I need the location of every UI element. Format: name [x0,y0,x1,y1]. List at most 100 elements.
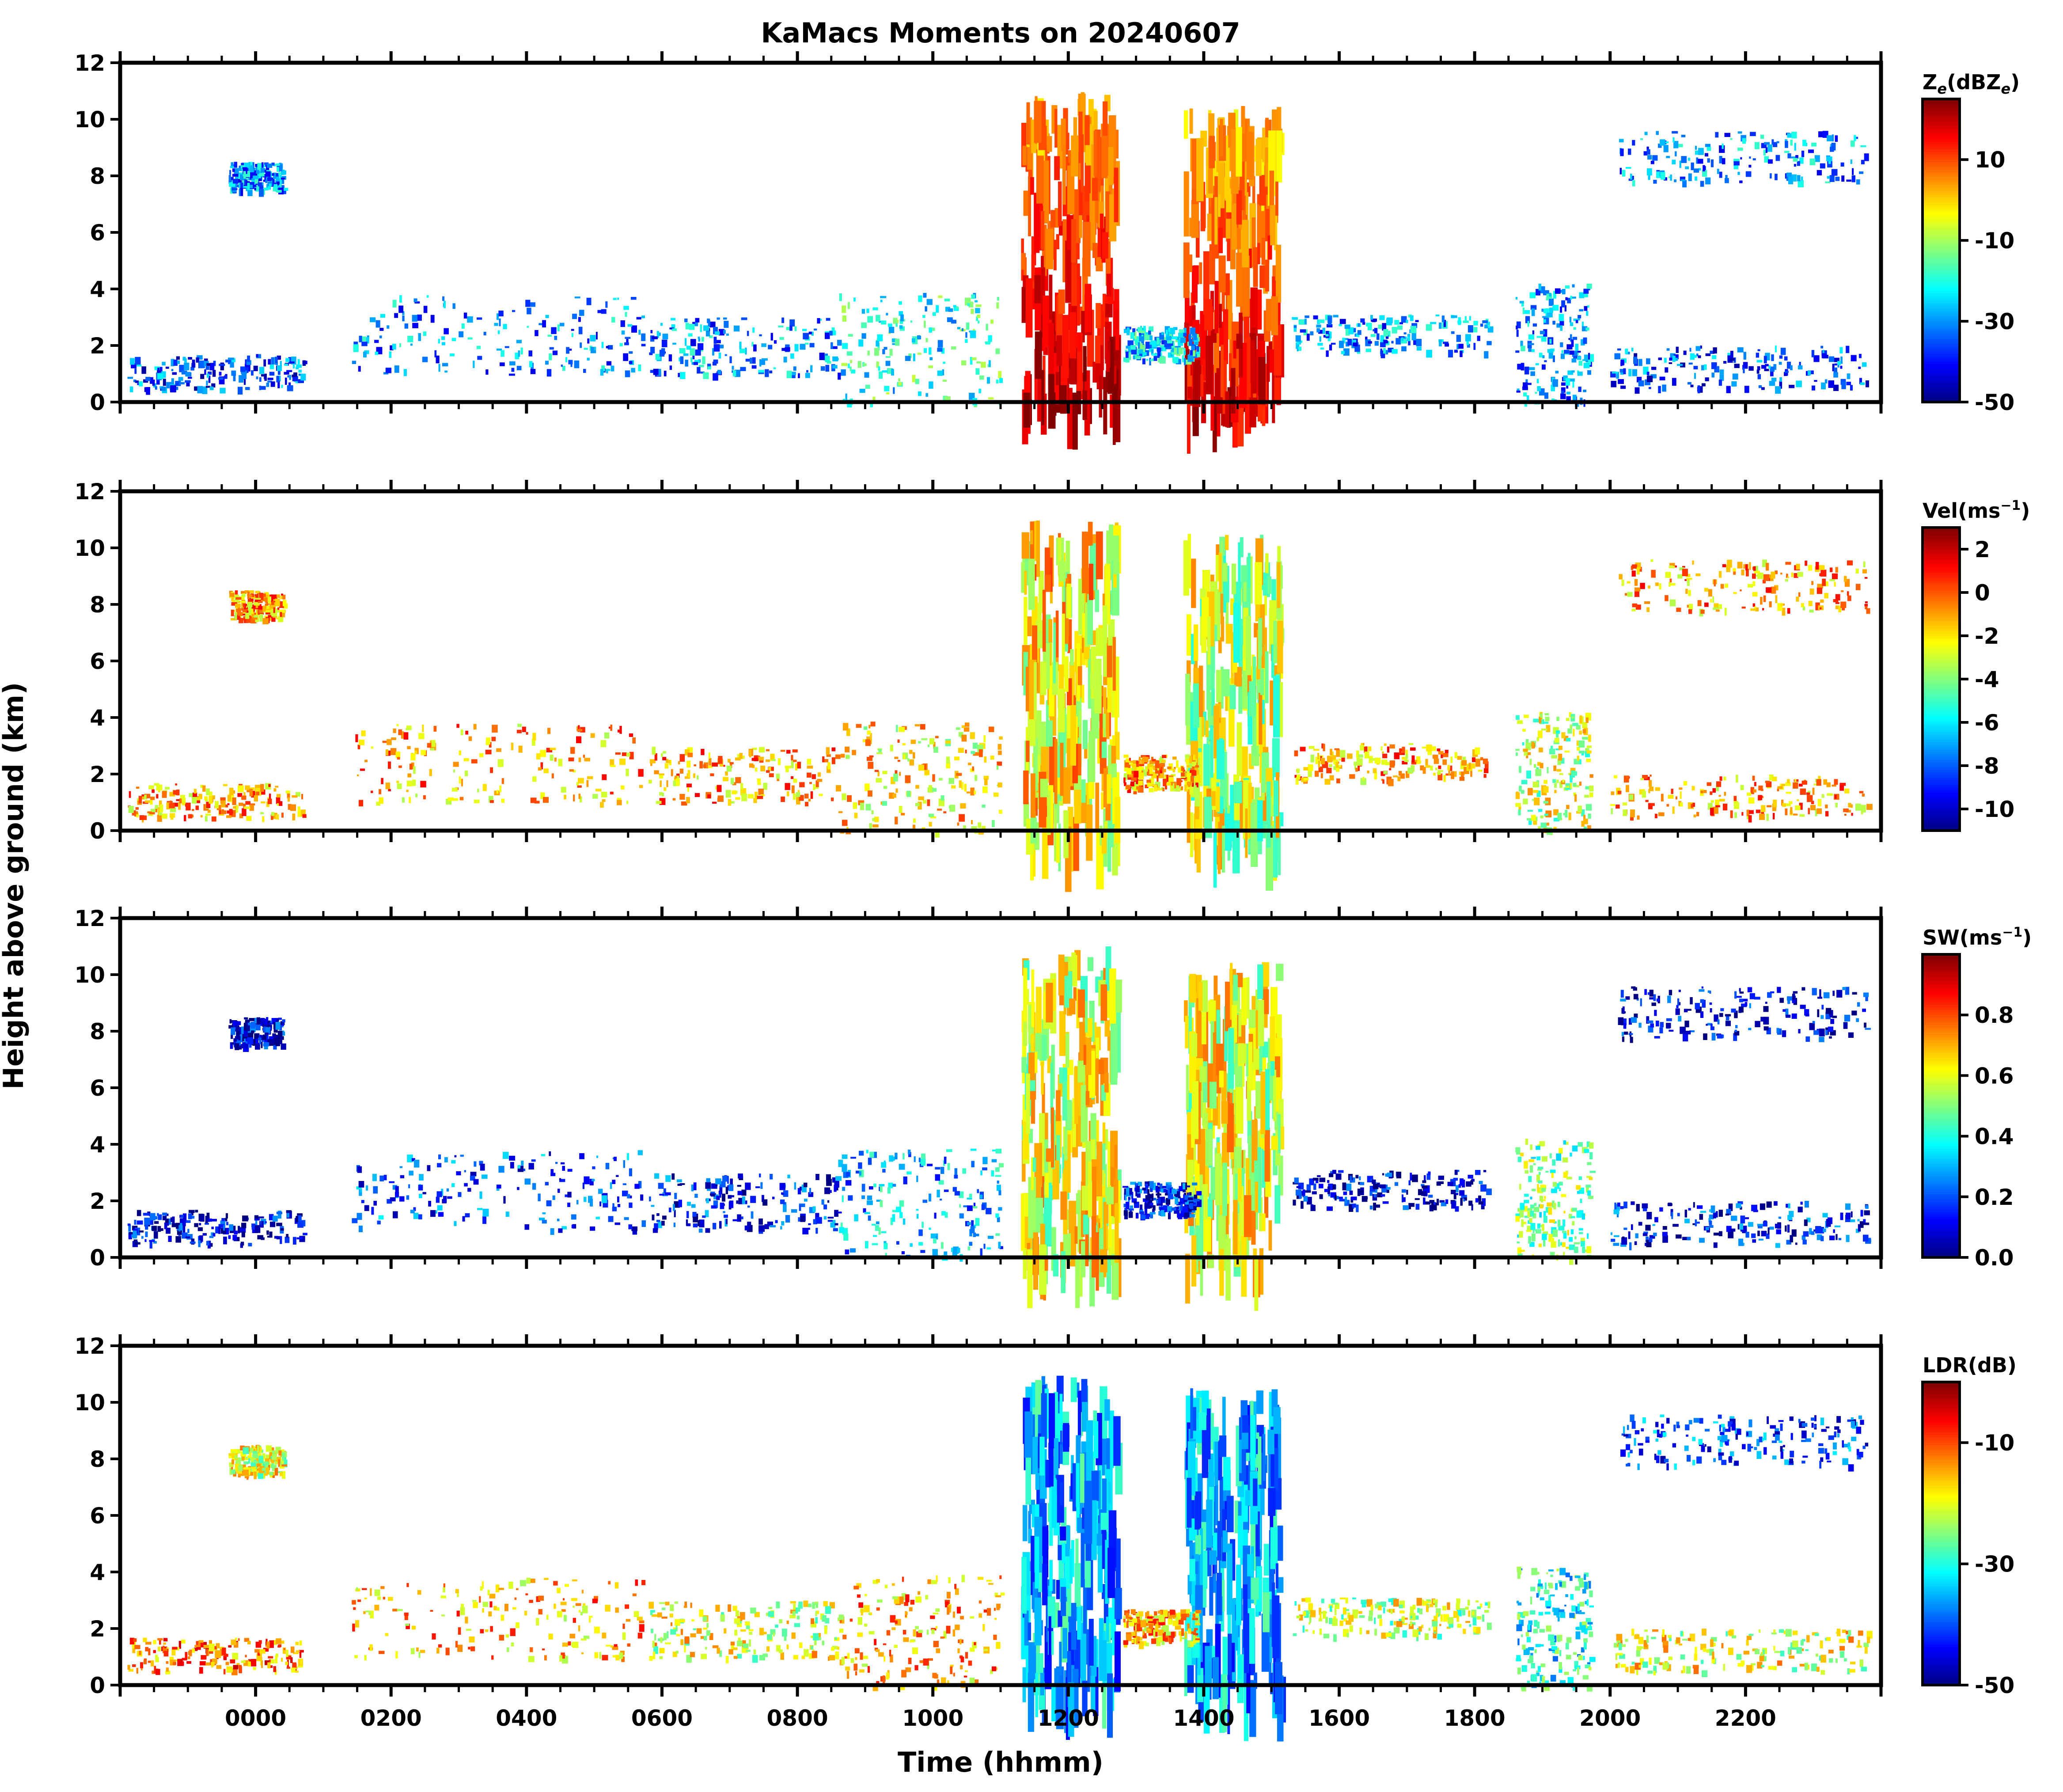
echo-cell [1090,673,1094,689]
echo-cell [250,618,257,623]
echo-cell [662,793,664,797]
echo-cell [1521,790,1524,794]
echo-cell [255,618,259,623]
echo-cell [1801,781,1807,785]
echo-cell [414,301,420,304]
echo-cell [206,788,210,796]
echo-cell [406,780,413,786]
colorbar-step [1923,215,1960,218]
echo-cell [804,342,809,345]
echo-cell [540,792,545,799]
echo-cell [1193,350,1196,357]
echo-cell [1103,377,1107,435]
echo-cell [865,384,870,389]
echo-cell [965,339,968,343]
echo-cell [248,599,253,603]
echo-cell [1707,147,1711,151]
echo-cell [853,802,857,809]
echo-cell [1756,353,1759,358]
echo-cell [1766,587,1772,593]
colorbar-step [1923,263,1960,266]
echo-cell [1752,775,1755,781]
echo-cell [1190,350,1194,356]
echo-cell [262,605,266,611]
echo-cell [176,356,180,360]
echo-cell [1297,349,1299,352]
colorbar-step [1923,114,1960,117]
echo-cell [1769,381,1775,386]
echo-cell [271,618,276,622]
echo-cell [1365,336,1368,341]
echo-cell [1416,346,1422,351]
echo-cell [177,361,180,364]
echo-cell [543,768,549,774]
echo-cell [737,754,740,758]
echo-cell [1743,362,1748,369]
echo-cell [499,785,502,793]
echo-cell [791,755,793,761]
echo-cell [1716,609,1720,612]
echo-cell [1560,325,1562,331]
echo-cell [1713,347,1717,354]
echo-cell [703,372,709,380]
echo-cell [842,793,846,801]
echo-cell [134,368,137,374]
colorbar-step [1923,170,1960,173]
echo-cell [1578,805,1582,812]
echo-cell [696,775,699,780]
echo-cell [600,369,604,376]
echo-cell [724,354,727,356]
echo-cell [1355,767,1358,772]
echo-cell [169,803,175,809]
echo-cell [554,336,557,340]
echo-cell [403,732,409,740]
echo-cell [1535,769,1542,776]
echo-cell [205,813,211,816]
echo-cell [545,361,549,365]
echo-cell [595,332,598,340]
echo-cell [1570,783,1572,789]
echo-cell [867,316,873,323]
echo-cell [268,615,273,618]
echo-cell [278,172,281,175]
echo-cell [289,361,295,364]
echo-cell [1381,759,1388,765]
echo-cell [1823,779,1828,785]
echo-cell [486,737,490,745]
echo-cell [1690,353,1695,360]
echo-cell [1523,798,1528,805]
echo-cell [1802,140,1806,146]
echo-cell [188,814,193,819]
echo-cell [1189,787,1193,795]
echo-cell [999,736,1003,740]
echo-cell [752,764,755,768]
echo-cell [207,809,211,813]
echo-cell [417,314,422,321]
echo-cell [1483,759,1488,764]
echo-cell [1741,607,1746,609]
echo-cell [1187,354,1194,362]
colorbar-step [1923,394,1960,398]
echo-cell [1222,669,1230,697]
echo-cell [202,386,208,394]
echo-cell [1030,530,1033,545]
echo-cell [1242,671,1248,709]
echo-cell [1650,559,1653,562]
echo-cell [1528,820,1532,825]
echo-cell [1750,787,1754,794]
echo-cell [912,824,916,831]
echo-cell [1172,756,1177,760]
echo-cell [1733,165,1739,170]
echo-cell [745,359,751,362]
echo-cell [1700,345,1702,349]
echo-cell [1339,765,1341,767]
echo-cell [1070,649,1074,665]
echo-cell [1770,173,1772,178]
echo-cell [1540,719,1544,724]
echo-cell [1566,396,1571,401]
echo-cell [941,348,945,354]
echo-cell [179,382,185,384]
echo-cell [1048,619,1053,643]
echo-cell [877,334,883,342]
echo-cell [1797,175,1801,182]
